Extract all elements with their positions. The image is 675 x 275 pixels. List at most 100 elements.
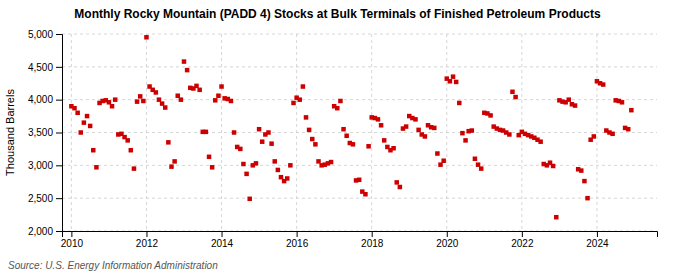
point <box>82 120 87 125</box>
point <box>154 90 159 95</box>
point <box>135 99 140 104</box>
point <box>620 100 625 105</box>
y-tick: 5,000 <box>28 29 62 40</box>
x-tick-mark <box>222 231 223 237</box>
y-axis-line <box>56 35 63 232</box>
x-tick: 2022 <box>511 231 534 249</box>
point <box>291 101 296 106</box>
point <box>216 93 221 98</box>
point <box>297 97 302 102</box>
point <box>470 128 475 133</box>
y-tick-mark <box>56 231 62 232</box>
x-tick-mark <box>372 231 373 237</box>
y-tick-label: 4,000 <box>28 94 53 105</box>
point <box>185 68 190 73</box>
point <box>210 165 215 170</box>
point <box>488 113 493 118</box>
point <box>238 147 243 152</box>
point <box>166 140 171 145</box>
point <box>376 117 381 122</box>
point <box>441 158 446 163</box>
point <box>363 192 368 197</box>
point <box>582 179 587 184</box>
point <box>413 117 418 122</box>
x-axis: 20102012201420162018202020222024 <box>61 231 658 249</box>
point <box>160 101 165 106</box>
x-tick-label: 2014 <box>211 238 234 249</box>
point <box>125 138 129 143</box>
point <box>626 127 631 132</box>
point <box>138 94 143 99</box>
x-tick-mark <box>447 231 448 237</box>
points <box>69 35 633 219</box>
point <box>260 139 265 144</box>
point <box>366 144 371 149</box>
point <box>463 138 468 143</box>
y-grid-line <box>62 132 657 133</box>
point <box>341 127 346 132</box>
x-tick-label: 2016 <box>286 238 309 249</box>
point <box>110 104 115 109</box>
x-tick-mark <box>146 231 147 237</box>
point <box>510 90 514 95</box>
y-tick-mark <box>56 165 62 166</box>
point <box>382 138 387 143</box>
point <box>404 124 409 129</box>
point <box>194 84 199 89</box>
point <box>567 97 572 102</box>
point <box>432 126 437 131</box>
y-tick-label: 3,000 <box>28 160 53 171</box>
y-axis: 2,0002,5003,0003,5004,0004,5005,000 <box>28 29 63 237</box>
point <box>629 108 634 113</box>
y-tick-label: 2,500 <box>28 193 53 204</box>
point <box>538 139 543 144</box>
point <box>91 148 96 153</box>
x-tick: 2020 <box>436 231 459 249</box>
point <box>132 166 137 171</box>
point <box>72 106 77 111</box>
plot-area: 201020122014201620182020202220242,0002,5… <box>28 29 658 249</box>
point <box>454 80 459 85</box>
point <box>316 159 321 164</box>
point <box>416 128 421 133</box>
y-tick-label: 2,000 <box>28 226 53 237</box>
point <box>460 131 465 136</box>
point <box>451 74 456 79</box>
point <box>272 159 277 164</box>
x-tick-label: 2010 <box>61 238 84 249</box>
chart-svg: 201020122014201620182020202220242,0002,5… <box>0 0 675 275</box>
point <box>244 172 249 177</box>
point <box>163 105 168 110</box>
x-grid-line <box>596 34 597 231</box>
point <box>304 115 309 120</box>
point <box>94 165 99 170</box>
point <box>307 128 312 133</box>
point <box>288 163 293 168</box>
y-grid-line <box>62 165 657 166</box>
title: Monthly Rocky Mountain (PADD 4) Stocks a… <box>74 7 601 21</box>
x-tick-label: 2022 <box>511 238 534 249</box>
y-tick: 4,000 <box>28 94 62 105</box>
point <box>479 166 484 171</box>
y-tick: 3,000 <box>28 160 62 171</box>
x-tick-mark <box>297 231 298 237</box>
point <box>513 95 518 100</box>
point <box>241 162 246 167</box>
point <box>438 162 443 167</box>
x-tick-label: 2024 <box>586 238 609 249</box>
y-tick-label: 4,500 <box>28 62 53 73</box>
point <box>182 59 187 64</box>
point <box>276 168 281 173</box>
x-axis-line <box>63 232 658 238</box>
x-tick: 2018 <box>361 231 384 249</box>
point <box>457 101 462 106</box>
point <box>219 84 224 89</box>
x-grid-line <box>446 34 447 231</box>
x-tick: 2014 <box>211 231 234 249</box>
point <box>204 130 209 135</box>
point <box>144 35 149 40</box>
x-grid-line <box>296 34 297 231</box>
y-tick: 4,500 <box>28 62 62 73</box>
point <box>554 215 559 220</box>
point <box>394 180 399 185</box>
